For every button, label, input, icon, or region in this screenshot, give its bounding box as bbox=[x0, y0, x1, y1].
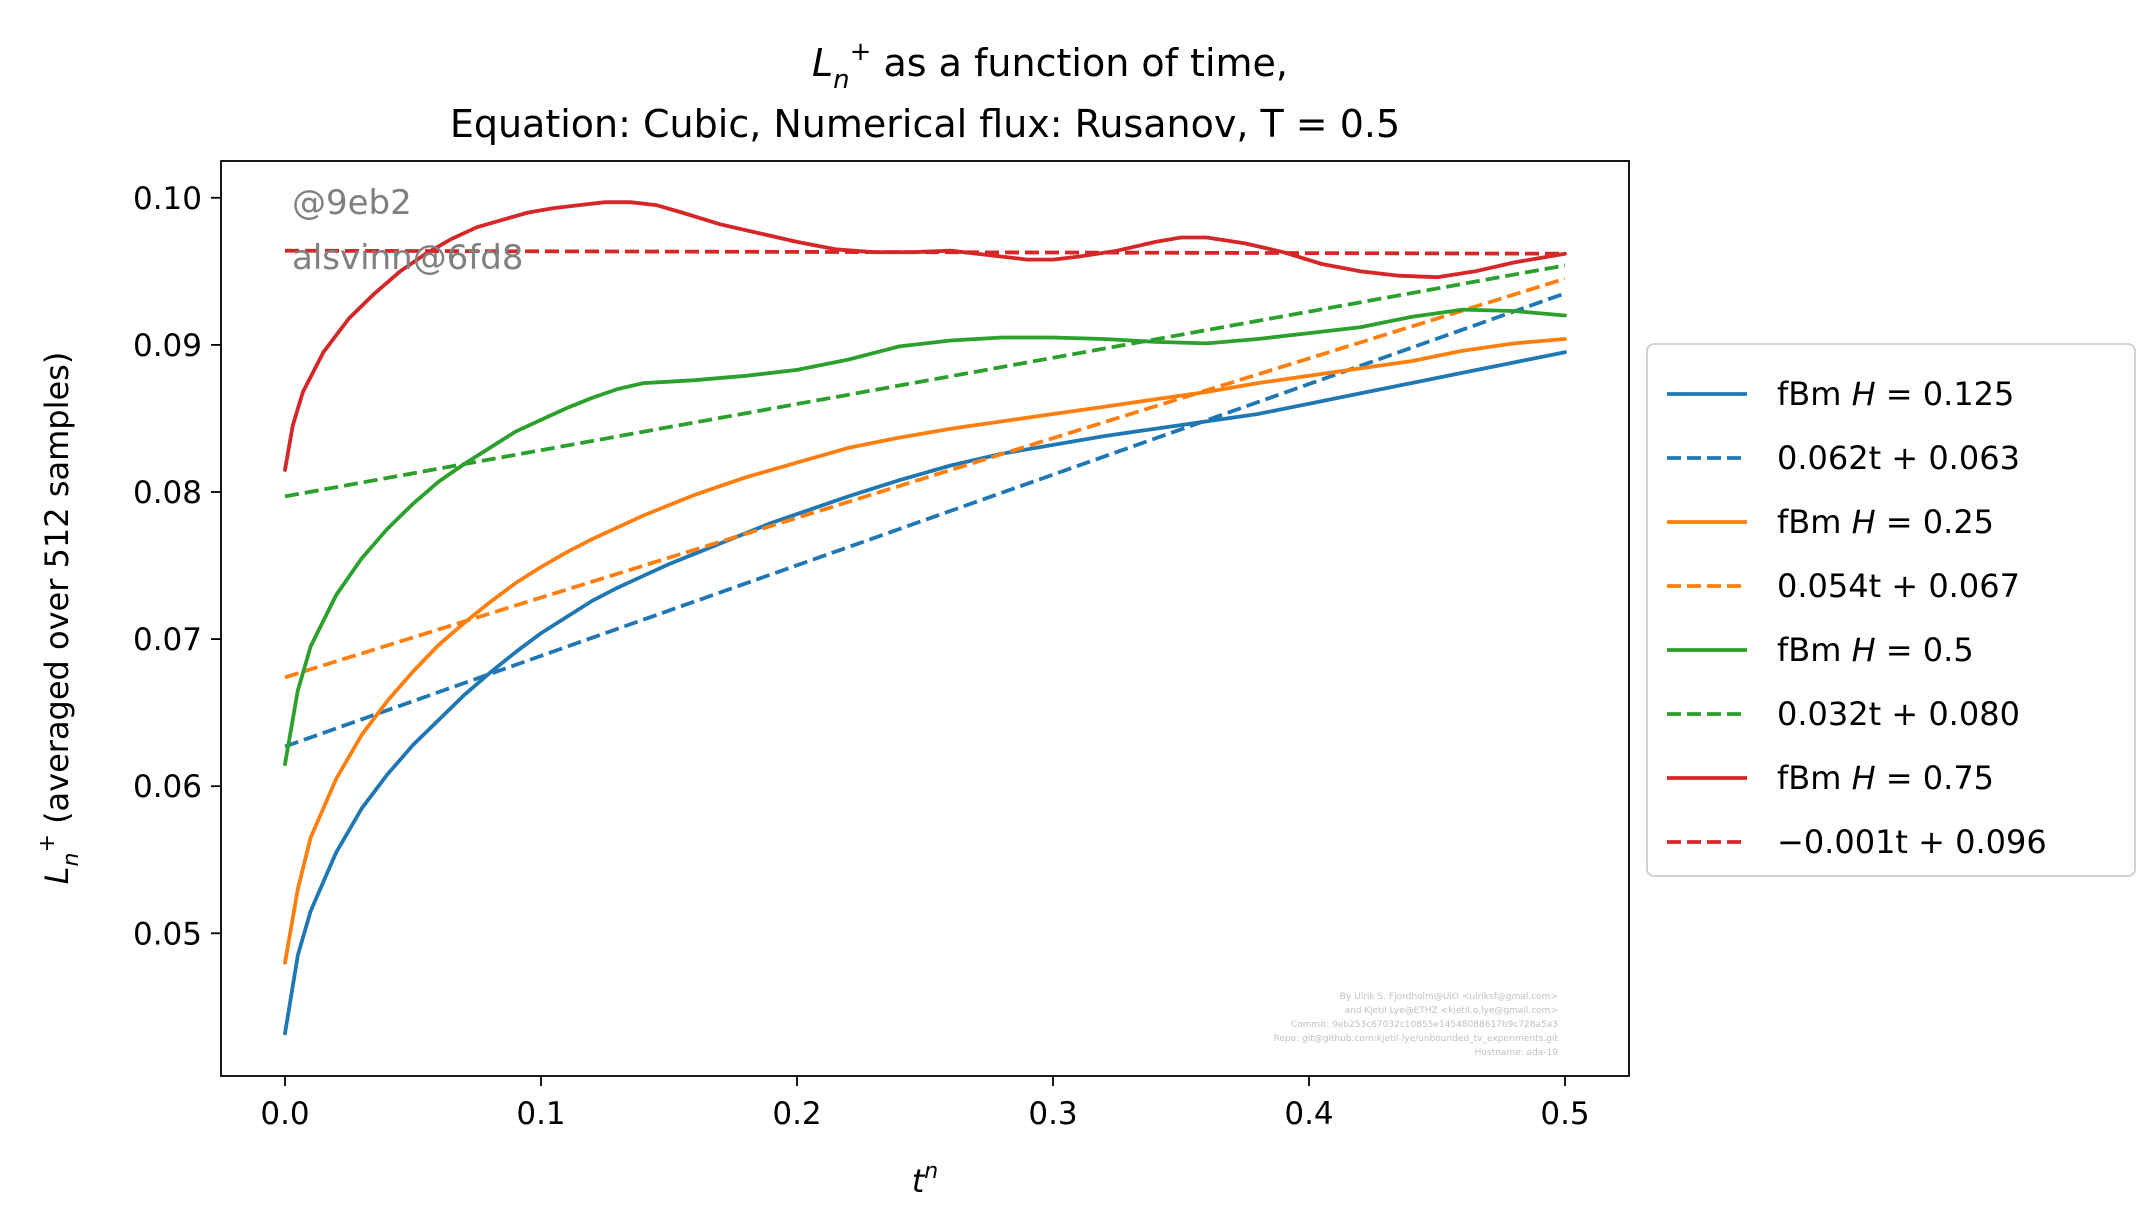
series-line-5 bbox=[283, 307, 1567, 766]
series-layer bbox=[283, 200, 1567, 1036]
series-line-2 bbox=[284, 291, 1566, 749]
y-axis-label-sub: n bbox=[59, 853, 84, 867]
y-axis-label-sup: + bbox=[35, 834, 60, 852]
y-tick-label: 0.06 bbox=[133, 769, 202, 805]
x-tick-label: 0.5 bbox=[1540, 1096, 1589, 1132]
legend-label-7: fBm H = 0.75 bbox=[1777, 759, 1994, 797]
title-symbol-sup: + bbox=[850, 37, 872, 67]
x-tick-label: 0.0 bbox=[260, 1096, 309, 1132]
x-tick-label: 0.1 bbox=[516, 1096, 565, 1132]
legend-label-2: 0.062t + 0.063 bbox=[1777, 439, 2020, 477]
series-line-8 bbox=[284, 248, 1566, 256]
x-tick-label: 0.3 bbox=[1028, 1096, 1077, 1132]
watermark-alsvinn: alsvinn@6fd8 bbox=[292, 238, 523, 278]
x-axis-label-sup: n bbox=[924, 1159, 938, 1184]
credit-line-1: By Ulrik S. Fjordholm@UiO <ulriksf@gmal.… bbox=[1340, 992, 1558, 1002]
y-tick-label: 0.07 bbox=[133, 622, 202, 658]
title-symbol: L bbox=[812, 41, 833, 85]
credit-line-4: Repo: git@github.com:kjetil-lye/unbounde… bbox=[1274, 1034, 1559, 1044]
legend-label-8: −0.001t + 0.096 bbox=[1777, 823, 2047, 861]
x-axis-label: tn bbox=[912, 1159, 939, 1200]
y-tick-label: 0.09 bbox=[133, 328, 202, 364]
legend-label-3: fBm H = 0.25 bbox=[1777, 503, 1994, 541]
credit-line-3: Commit: 9eb253c67032c10855e14548088617b9… bbox=[1291, 1020, 1558, 1030]
series-line-4 bbox=[284, 276, 1566, 680]
legend-box bbox=[1646, 343, 2136, 877]
x-tick-label: 0.4 bbox=[1284, 1096, 1333, 1132]
legend-entries: fBm H = 0.125 0.062t + 0.063 fBm H = 0.25 0… bbox=[1667, 375, 2047, 861]
credit-line-5: Hostname: ada-19 bbox=[1475, 1048, 1559, 1058]
chart-subtitle: Equation: Cubic, Numerical flux: Rusanov… bbox=[450, 102, 1400, 146]
y-tick-label: 0.08 bbox=[133, 475, 202, 511]
series-line-7 bbox=[283, 200, 1567, 472]
series-line-6 bbox=[284, 263, 1566, 499]
legend-label-1: fBm H = 0.125 bbox=[1777, 375, 2014, 413]
x-axis-label-base: t bbox=[912, 1162, 926, 1200]
legend: fBm H = 0.125 0.062t + 0.063 fBm H = 0.25 0… bbox=[1646, 343, 2136, 877]
x-tick-label: 0.2 bbox=[772, 1096, 821, 1132]
credit-block: By Ulrik S. Fjordholm@UiO <ulriksf@gmal.… bbox=[1274, 992, 1559, 1058]
y-axis-label-rest: (averaged over 512 samples) bbox=[38, 352, 76, 834]
y-tick-label: 0.10 bbox=[133, 181, 202, 217]
y-axis-label-base: L bbox=[38, 866, 76, 884]
y-tick-label: 0.05 bbox=[133, 916, 202, 952]
y-axis-label: Ln+ (averaged over 512 samples) bbox=[35, 352, 84, 885]
chart-title: Ln+ as a function of time, bbox=[812, 37, 1288, 95]
legend-label-6: 0.032t + 0.080 bbox=[1777, 695, 2020, 733]
legend-label-4: 0.054t + 0.067 bbox=[1777, 567, 2020, 605]
title-rest: as a function of time, bbox=[871, 41, 1288, 85]
legend-label-5: fBm H = 0.5 bbox=[1777, 631, 1974, 669]
plot-area-frame bbox=[220, 160, 1630, 1077]
credit-line-2: and Kjetil Lye@ETHZ <kjetil.o.lye@gmail.… bbox=[1344, 1006, 1558, 1016]
series-line-3 bbox=[283, 337, 1567, 965]
title-symbol-sub: n bbox=[833, 65, 849, 95]
watermark-commit: @9eb2 bbox=[292, 183, 412, 223]
tick-layer: 0.0 0.1 0.2 0.3 0.4 0.5 0.05 0.06 0.07 0.08 0.09 0.… bbox=[133, 181, 1590, 1132]
series-line-1 bbox=[283, 350, 1567, 1036]
